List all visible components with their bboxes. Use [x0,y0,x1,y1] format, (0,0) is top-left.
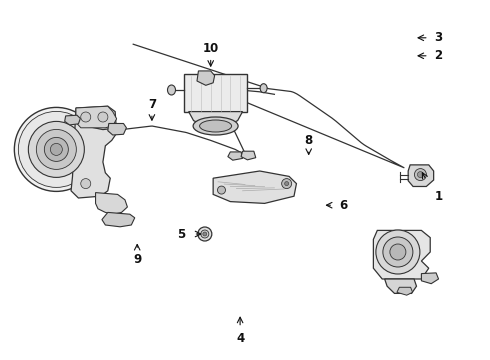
Circle shape [383,237,413,267]
Polygon shape [184,74,247,112]
Circle shape [390,244,406,260]
Circle shape [98,112,108,122]
Text: 2: 2 [435,49,442,62]
Polygon shape [373,230,430,279]
Text: 5: 5 [177,228,185,240]
Polygon shape [408,165,434,186]
Ellipse shape [193,117,238,135]
Text: 10: 10 [202,42,219,55]
Ellipse shape [168,85,175,95]
Polygon shape [213,171,296,203]
Circle shape [50,143,62,156]
Text: 7: 7 [148,98,156,111]
Text: 6: 6 [339,199,347,212]
Polygon shape [241,151,256,160]
Text: 4: 4 [236,332,244,345]
Circle shape [18,111,95,188]
Circle shape [218,186,225,194]
Text: 1: 1 [435,190,442,203]
Circle shape [81,112,91,122]
Circle shape [198,227,212,241]
Polygon shape [421,273,439,284]
Polygon shape [76,106,117,128]
Circle shape [14,107,98,192]
Circle shape [203,232,207,236]
Polygon shape [228,152,243,160]
Circle shape [28,121,84,177]
Polygon shape [65,115,80,125]
Polygon shape [397,287,413,295]
Polygon shape [96,193,127,214]
Polygon shape [71,106,117,198]
Polygon shape [108,123,126,135]
Polygon shape [197,71,215,85]
Text: 9: 9 [133,253,141,266]
Polygon shape [189,112,243,124]
Circle shape [285,181,289,186]
Circle shape [36,129,76,170]
Text: 8: 8 [305,134,313,147]
Circle shape [415,168,426,181]
Circle shape [201,230,209,238]
Text: 3: 3 [435,31,442,44]
Circle shape [45,138,68,161]
Ellipse shape [199,120,232,132]
Circle shape [417,172,423,177]
Circle shape [81,179,91,189]
Circle shape [376,230,420,274]
Polygon shape [102,212,135,227]
Ellipse shape [260,84,267,93]
Circle shape [282,179,292,189]
Polygon shape [385,279,416,293]
